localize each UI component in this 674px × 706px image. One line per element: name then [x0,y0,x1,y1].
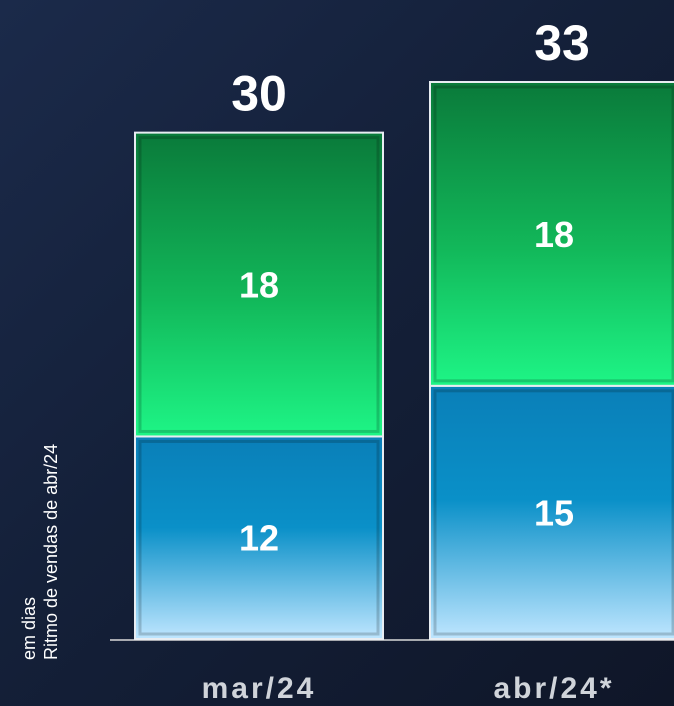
bar-bevel [433,389,674,636]
segment-value-label: 12 [239,518,279,559]
y-axis-label-line-1: em dias [19,596,39,660]
y-axis-label: em dias Ritmo de vendas de abr/24 [18,444,62,660]
bar-bevel [138,136,380,433]
segment-value-label: 18 [534,214,574,255]
category-label: abr/24* [493,672,614,705]
total-value-label: 33 [534,15,590,71]
y-axis-label-line-2: Ritmo de vendas de abr/24 [41,443,61,660]
bar-bevel [433,85,674,383]
segment-value-label: 18 [239,265,279,306]
bar-segment-mar24-s1 [134,131,384,438]
category-label: mar/24 [202,672,317,705]
total-value-label: 30 [231,66,287,122]
bar-segment-abr24-s0 [429,384,674,640]
bar-bevel [138,439,380,636]
bar-segment-abr24-s1 [429,81,674,387]
segment-value-label: 15 [534,492,574,533]
bar-segment-mar24-s0 [134,435,384,641]
